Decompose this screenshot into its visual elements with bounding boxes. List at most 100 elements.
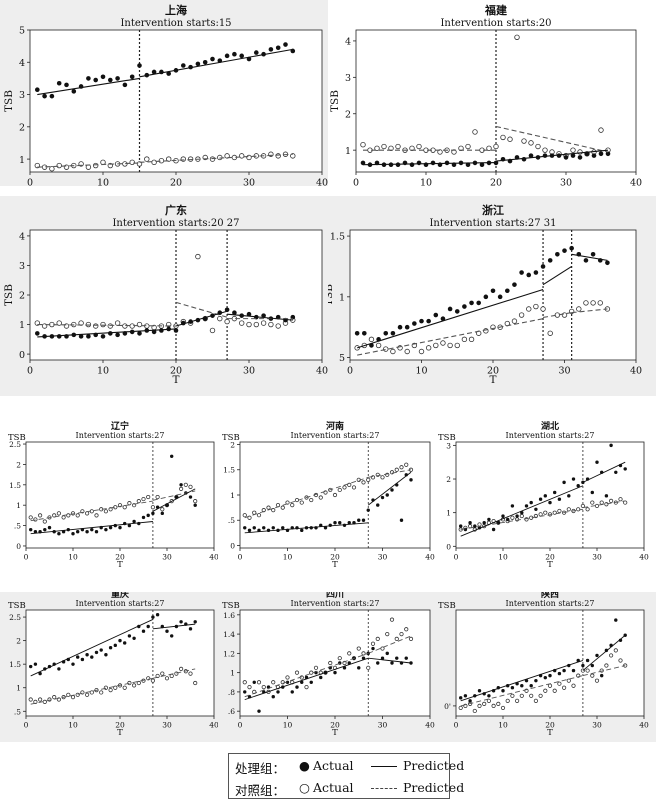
control-point [472,129,478,135]
control-point [37,513,43,518]
legend-control-label: 对照组： [235,783,286,798]
control-point [576,507,581,512]
plot-area [239,609,431,717]
control-point [99,690,104,695]
treated-predicted-line [368,657,412,664]
treated-point [276,690,280,694]
control-point [271,508,276,513]
control-point [394,636,399,642]
treated-point [595,460,599,464]
control-point [518,312,525,318]
control-point [533,698,539,703]
control-point [404,348,410,355]
treated-point [390,488,394,492]
chart-subtitle: Intervention starts:27 [76,431,165,440]
x-axis-label: T [547,560,553,570]
x-tick-label: 20 [545,553,555,562]
control-point [552,688,557,693]
control-point [37,697,43,702]
treated-point [224,307,230,313]
y-tick-label: 1 [339,292,345,303]
treated-point [510,504,515,508]
treated-point [146,624,150,629]
treated-point [447,306,453,312]
treated-point [118,638,122,643]
control-point [519,513,524,519]
control-point [150,505,155,510]
treated-point [78,334,84,339]
x-tick-label: 40 [209,553,218,562]
treated-point [155,613,160,617]
control-point [247,684,252,690]
control-point [285,500,290,505]
control-point [193,680,198,686]
treated-point [595,653,599,658]
treated-point [562,248,567,253]
control-point [447,342,453,349]
y-tick-label: 1 [345,146,351,157]
treated-point [571,668,576,673]
control-point [275,323,281,329]
control-point [598,127,604,133]
treated-point [132,519,136,524]
control-point [370,641,376,646]
treated-point [581,663,585,668]
control-point [618,658,623,663]
control-point [590,300,596,306]
legend-control-marker-icon: ○ [299,780,310,795]
treated-point [605,151,611,157]
treated-point [590,251,596,257]
treated-point [426,318,431,324]
treated-point [590,663,594,668]
y-tick-label: 1.4 [223,630,235,639]
control-point [141,496,146,502]
treated-point [366,508,370,512]
control-point [580,503,585,509]
treated-point [483,294,489,300]
treated-point [577,155,583,160]
control-predicted-line [37,323,177,327]
treated-predicted-line [227,313,293,321]
control-point [136,499,141,504]
treated-predicted-line [571,253,608,261]
treated-point [71,89,77,94]
treated-point [57,532,61,536]
treated-point [300,680,304,684]
treated-point [576,484,580,488]
treated-point [90,655,94,659]
treated-point [257,709,261,713]
control-point [491,703,496,709]
control-point [253,321,259,328]
treated-point [519,270,524,275]
treated-point [33,662,38,666]
chart-subtitle: Intervention starts:27 [506,599,595,608]
control-point [440,340,446,346]
control-point [433,342,439,349]
treated-point [548,500,552,505]
treated-predicted-line [367,471,412,506]
control-point [566,507,571,512]
treated-point [333,521,337,525]
treated-point [543,494,547,498]
x-axis-label: T [547,728,553,738]
control-point [151,159,157,166]
treated-point [108,525,113,530]
chart-title: 上海 [165,3,187,17]
control-point [42,699,47,704]
y-tick-label: 2 [19,122,25,133]
treated-point [247,528,252,533]
control-point [576,306,582,312]
treated-predicted-line [460,660,584,702]
treated-point [141,515,146,520]
treated-point [563,155,569,160]
y-tick-label: 1 [446,509,451,518]
x-tick-label: 20 [545,721,555,730]
chart-title: 辽宁 [111,420,129,432]
control-point [238,320,245,326]
x-tick-label: 30 [162,553,172,562]
control-point [454,342,460,349]
treated-point [399,518,404,522]
control-point [609,653,614,658]
